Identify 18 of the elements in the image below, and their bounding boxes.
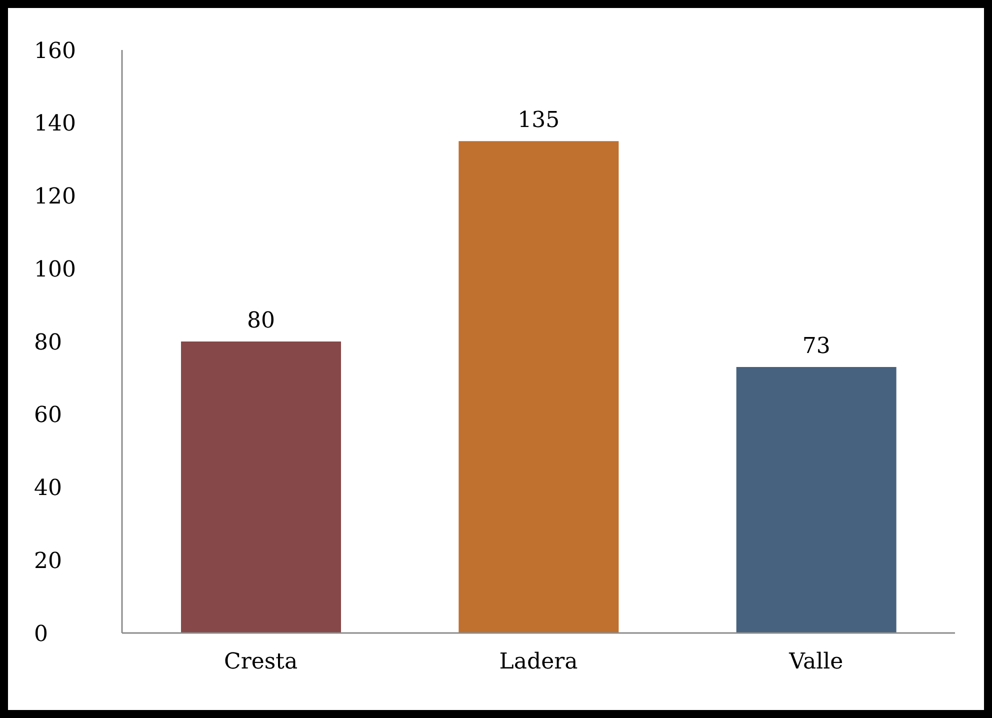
y-tick-label: 120 <box>34 184 76 210</box>
y-tick-label: 0 <box>34 622 48 647</box>
y-tick-label: 140 <box>34 112 76 137</box>
bar <box>736 367 896 633</box>
x-tick-label: Cresta <box>224 650 298 675</box>
y-tick-label: 40 <box>34 476 62 502</box>
data-label: 73 <box>802 334 830 360</box>
y-tick-label: 60 <box>34 403 62 428</box>
x-tick-label: Ladera <box>499 650 578 675</box>
bar <box>458 141 619 633</box>
y-tick-label: 20 <box>34 548 62 574</box>
x-tick-label: Valle <box>788 650 844 675</box>
y-tick-label: 100 <box>34 257 76 282</box>
bar <box>181 342 341 633</box>
data-label: 80 <box>247 308 275 334</box>
y-tick-label: 160 <box>34 38 76 64</box>
data-label: 135 <box>518 108 560 134</box>
y-tick-label: 80 <box>34 330 62 356</box>
